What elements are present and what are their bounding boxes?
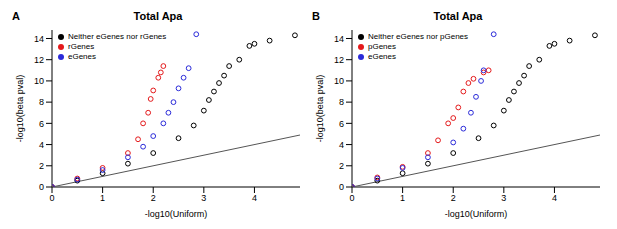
svg-text:0: 0 (39, 182, 44, 192)
svg-text:4: 4 (552, 193, 557, 203)
svg-text:0: 0 (339, 182, 344, 192)
svg-text:0: 0 (349, 193, 354, 203)
html-text:Total Apa: Total Apa (433, 10, 483, 22)
html-text:B: B (312, 10, 320, 22)
svg-text:10: 10 (34, 76, 44, 86)
html-text:A: A (12, 10, 20, 22)
svg-text:10: 10 (334, 76, 344, 86)
html-text:rGenes: rGenes (68, 42, 95, 51)
svg-text:3: 3 (501, 193, 506, 203)
svg-text:2: 2 (151, 193, 156, 203)
html-text:pGenes: pGenes (368, 42, 396, 51)
svg-text:-log10(Uniform): -log10(Uniform) (145, 209, 208, 219)
html-text:Neither eGenes nor rGenes: Neither eGenes nor rGenes (68, 32, 167, 41)
html-text:eGenes: eGenes (68, 52, 96, 61)
svg-text:12: 12 (34, 55, 44, 65)
svg-text:2: 2 (39, 161, 44, 171)
svg-text:0: 0 (49, 193, 54, 203)
svg-text:12: 12 (334, 55, 344, 65)
svg-text:1: 1 (100, 193, 105, 203)
svg-text:4: 4 (339, 140, 344, 150)
svg-text:8: 8 (39, 97, 44, 107)
svg-text:8: 8 (339, 97, 344, 107)
svg-text:4: 4 (39, 140, 44, 150)
svg-text:1: 1 (400, 193, 405, 203)
html-text:Neither eGenes nor pGenes: Neither eGenes nor pGenes (368, 32, 469, 41)
svg-text:14: 14 (334, 34, 344, 44)
svg-text:-log10(Uniform): -log10(Uniform) (445, 209, 508, 219)
svg-text:4: 4 (252, 193, 257, 203)
html-text:Total Apa: Total Apa (133, 10, 183, 22)
svg-text:-log10(beta pval): -log10(beta pval) (315, 75, 325, 143)
svg-text:14: 14 (34, 34, 44, 44)
svg-text:6: 6 (39, 119, 44, 129)
svg-text:3: 3 (201, 193, 206, 203)
svg-text:-log10(beta pval): -log10(beta pval) (15, 75, 25, 143)
svg-text:6: 6 (339, 119, 344, 129)
html-text:eGenes: eGenes (368, 52, 396, 61)
svg-text:2: 2 (339, 161, 344, 171)
svg-text:2: 2 (451, 193, 456, 203)
